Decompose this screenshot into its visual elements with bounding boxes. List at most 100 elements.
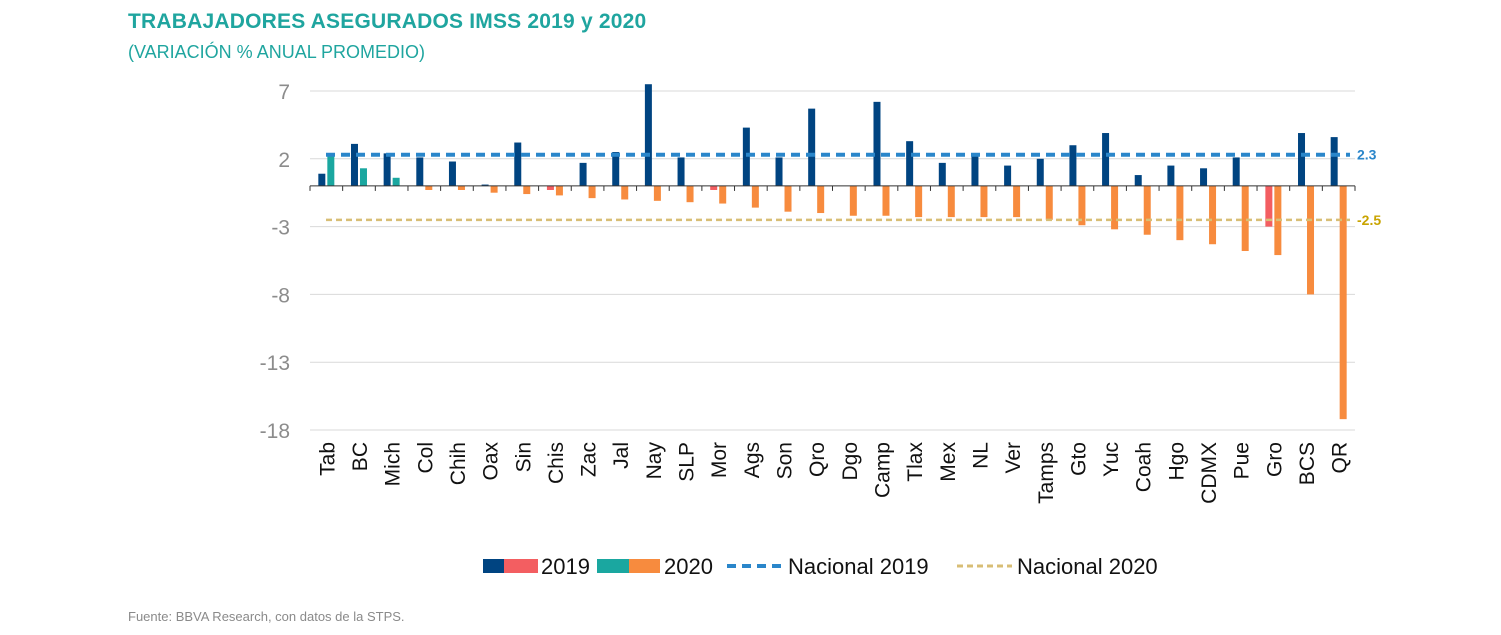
x-tick-label: Ags: [741, 442, 764, 478]
bar-2019: [1036, 158, 1044, 186]
x-tick-label: Chis: [545, 442, 568, 484]
x-tick-label: Gto: [1067, 442, 1090, 476]
bar-2019: [1134, 175, 1142, 186]
x-tick-label: Gro: [1263, 442, 1286, 477]
x-tick-label: Sin: [512, 442, 535, 472]
bar-2019: [318, 173, 326, 186]
bar-2020: [1111, 185, 1119, 230]
bar-2020: [882, 185, 890, 216]
x-tick-label: Yuc: [1100, 442, 1123, 477]
x-tick-label: Tlax: [904, 442, 927, 482]
x-tick-label: Mex: [937, 442, 960, 482]
bar-2019: [1200, 168, 1208, 186]
x-tick-label: Tab: [316, 442, 339, 476]
x-tick-label: Mor: [708, 442, 731, 478]
x-tick-label: Mich: [382, 442, 405, 486]
bar-2019: [383, 153, 391, 186]
bar-2020: [555, 185, 563, 196]
legend-swatch-2020-neg: [629, 559, 660, 573]
legend-label-2020: 2020: [664, 554, 713, 579]
bar-2020: [392, 177, 400, 186]
bar-2020: [1176, 185, 1184, 241]
bar-2020: [915, 185, 923, 218]
bar-2019: [938, 162, 946, 186]
bar-2019: [514, 142, 522, 186]
x-tick-label: Chih: [447, 442, 470, 485]
source-note: Fuente: BBVA Research, con datos de la S…: [128, 609, 405, 624]
bar-2020: [621, 185, 629, 200]
x-tick-label: Tamps: [1035, 442, 1058, 504]
x-tick-label: NL: [969, 442, 992, 469]
x-tick-label: BC: [349, 442, 372, 471]
bar-2019: [873, 101, 881, 186]
y-tick-label: -3: [271, 217, 290, 240]
bar-2020: [947, 185, 955, 218]
x-tick-label: Hgo: [1165, 442, 1188, 481]
x-tick-label: Qro: [806, 442, 829, 477]
bar-2019: [546, 185, 554, 190]
x-tick-label: Zac: [578, 442, 601, 477]
bar-2020: [359, 168, 367, 186]
x-tick-label: Camp: [871, 442, 894, 498]
bar-2019: [710, 185, 718, 190]
bar-2020: [1078, 185, 1086, 226]
bar-2019: [971, 154, 979, 186]
bar-2020: [686, 185, 694, 203]
bar-2020: [1241, 185, 1249, 252]
bar-2020: [784, 185, 792, 212]
bar-2020: [719, 185, 727, 204]
bar-2020: [327, 153, 335, 186]
bar-2019: [1167, 165, 1175, 186]
y-tick-label: 2: [278, 149, 290, 172]
bar-2020: [980, 185, 988, 218]
bar-2020: [1339, 185, 1347, 420]
bar-2020: [1143, 185, 1151, 235]
bar-2019: [1298, 133, 1306, 186]
bar-2020: [817, 185, 825, 214]
bar-2020: [849, 185, 857, 216]
legend-label-2019: 2019: [541, 554, 590, 579]
bar-2019: [416, 157, 424, 186]
bar-2020: [523, 185, 531, 195]
bar-2019: [742, 127, 750, 186]
bar-2020: [653, 185, 661, 201]
x-tick-label: Ver: [1002, 442, 1025, 474]
bar-2019: [677, 157, 685, 186]
bar-2020: [1307, 185, 1315, 295]
x-tick-label: Coah: [1133, 442, 1156, 492]
x-tick-label: SLP: [676, 442, 699, 482]
bar-2020: [1013, 185, 1021, 218]
bar-2019: [1265, 185, 1273, 227]
bar-2019: [1330, 137, 1338, 186]
x-tick-label: Dgo: [839, 442, 862, 481]
x-tick-label: Son: [774, 442, 797, 479]
y-tick-label: -13: [260, 352, 290, 375]
bar-2020: [425, 185, 433, 190]
reference-label-2019: 2.3: [1357, 147, 1377, 163]
bar-2019: [1069, 145, 1077, 186]
x-tick-label: Jal: [610, 442, 633, 469]
x-tick-label: CDMX: [1198, 442, 1221, 504]
chart-subtitle: (VARIACIÓN % ANUAL PROMEDIO): [128, 42, 426, 62]
chart-title: TRABAJADORES ASEGURADOS IMSS 2019 y 2020: [128, 10, 647, 33]
legend-swatch-2020-pos: [597, 559, 629, 573]
bar-2019: [775, 157, 783, 186]
bar-2020: [1045, 185, 1053, 220]
legend-swatch-2019-pos: [483, 559, 504, 573]
bar-2020: [588, 185, 596, 199]
reference-label-2020: -2.5: [1357, 212, 1381, 228]
bar-2019: [612, 152, 620, 186]
x-tick-label: Pue: [1231, 442, 1254, 479]
bar-2019: [350, 143, 358, 186]
legend-label-nacional-2019: Nacional 2019: [788, 554, 929, 579]
bar-2019: [1102, 133, 1110, 186]
y-tick-label: -8: [271, 284, 290, 307]
x-tick-label: BCS: [1296, 442, 1319, 485]
x-tick-label: QR: [1329, 442, 1352, 474]
bar-2019: [579, 162, 587, 186]
legend-label-nacional-2020: Nacional 2020: [1017, 554, 1158, 579]
bar-2020: [457, 185, 465, 190]
bar-2019: [906, 141, 914, 186]
bar-2020: [1209, 185, 1217, 245]
